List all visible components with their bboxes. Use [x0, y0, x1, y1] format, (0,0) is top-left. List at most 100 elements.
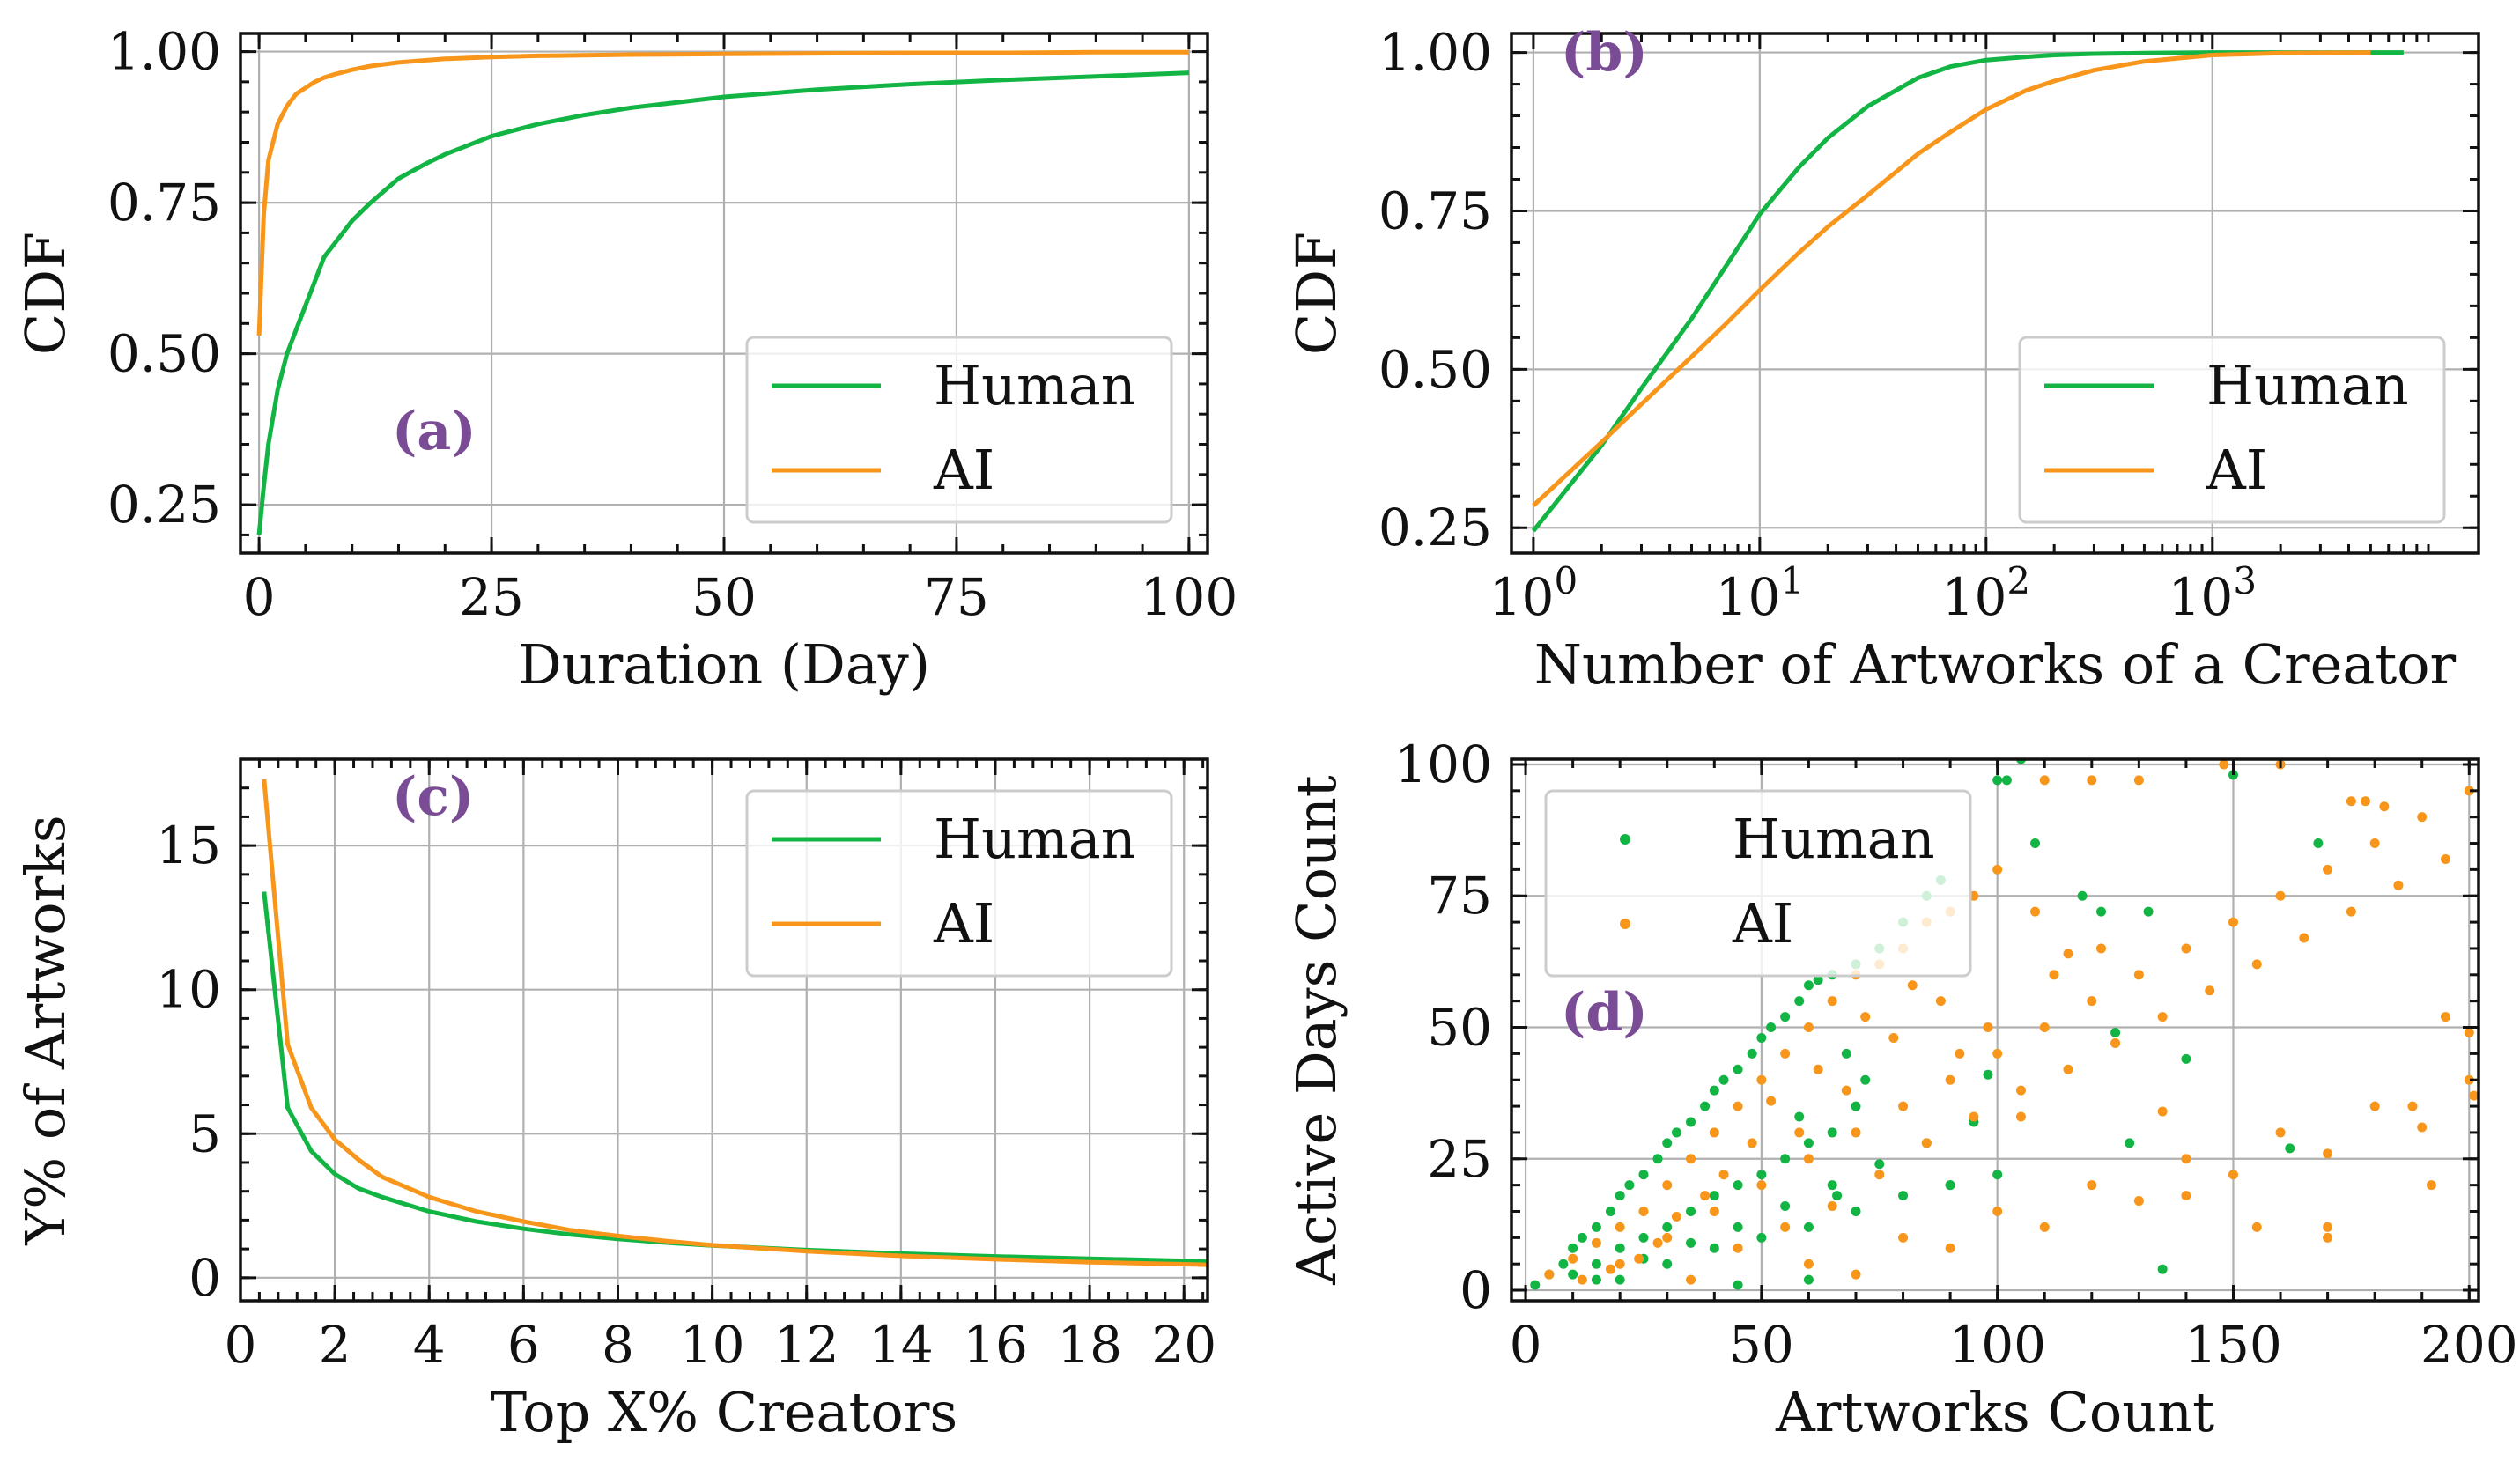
point-human: [1898, 1191, 1909, 1201]
point-ai: [2323, 864, 2333, 875]
point-ai: [1945, 1074, 1955, 1085]
point-ai: [2464, 1027, 2474, 1037]
legend-label-ai: AI: [2206, 438, 2267, 502]
point-human: [1841, 1048, 1851, 1059]
point-human: [1813, 975, 1823, 985]
point-ai: [1591, 1237, 1601, 1248]
point-human: [1780, 1201, 1791, 1212]
point-ai: [1780, 1222, 1791, 1232]
point-ai: [1860, 1012, 1871, 1022]
point-ai: [2181, 1191, 2191, 1201]
y-tick-label: 1.00: [107, 22, 221, 82]
panel-tag: (a): [392, 401, 477, 462]
point-human: [1558, 1259, 1569, 1269]
legend: [1544, 789, 1972, 978]
point-human: [1615, 1274, 1625, 1285]
point-ai: [2133, 970, 2144, 980]
series-line-human: [256, 70, 1189, 535]
point-ai: [1955, 1048, 1965, 1059]
point-ai: [1662, 1232, 1673, 1243]
series-line-human: [1531, 50, 2404, 533]
y-tick-label: 15: [156, 816, 221, 875]
x-tick-label: 50: [691, 567, 757, 627]
point-ai: [1733, 1101, 1743, 1111]
point-ai: [1662, 1180, 1673, 1191]
legend-label-human: Human: [2206, 353, 2409, 417]
point-ai: [1803, 1154, 1814, 1164]
point-ai: [1671, 1211, 1681, 1222]
point-ai: [1568, 1253, 1578, 1264]
point-ai: [1813, 1064, 1823, 1074]
point-human: [1718, 1074, 1729, 1085]
panel-a-cdf-duration: 0 25 50 75 100 0.25 0.50 0.75 1.00 Duration (Day)…: [13, 22, 1238, 697]
point-ai: [2133, 775, 2144, 786]
point-human: [1803, 1222, 1814, 1232]
point-ai: [1841, 1085, 1851, 1096]
panel-tag: (d): [1561, 982, 1648, 1044]
plot-frame: [239, 757, 1209, 1303]
point-ai: [1733, 1243, 1743, 1253]
y-tick-label: 0.25: [1378, 498, 1492, 557]
point-human: [1652, 1154, 1663, 1164]
point-human: [1756, 1232, 1767, 1243]
y-axis-label: CDF: [13, 232, 78, 355]
x-tick-label: 20: [1151, 1315, 1216, 1375]
point-human: [1794, 996, 1805, 1007]
point-ai: [2417, 812, 2428, 823]
point-human: [1568, 1243, 1578, 1253]
point-ai: [1718, 1170, 1729, 1180]
point-ai: [2110, 1037, 2121, 1048]
y-tick-label: 100: [1394, 734, 1492, 794]
plot-frame: [1510, 757, 2480, 1303]
point-human: [1591, 1274, 1601, 1285]
point-ai: [2157, 1012, 2168, 1022]
point-ai: [1747, 1138, 1757, 1148]
x-tick-label: 8: [602, 1315, 634, 1375]
point-ai: [1827, 1201, 1837, 1212]
series-line-ai: [262, 779, 1208, 1267]
point-ai: [2087, 996, 2097, 1007]
data-layer: [256, 49, 1189, 535]
point-human: [1851, 1101, 1861, 1111]
point-human: [1624, 1180, 1635, 1191]
point-human: [1709, 1085, 1719, 1096]
point-ai: [1803, 1022, 1814, 1033]
point-ai: [2228, 1170, 2238, 1180]
point-human: [2096, 906, 2107, 917]
point-human: [1827, 1127, 1837, 1138]
point-ai: [1907, 980, 1918, 991]
point-human: [2077, 890, 2088, 901]
point-ai: [2275, 890, 2286, 901]
point-ai: [2181, 1154, 2191, 1164]
x-tick-label: 102: [1942, 559, 2031, 627]
point-human: [1803, 1274, 1814, 1285]
point-human: [1638, 1170, 1649, 1180]
point-human: [1756, 1032, 1767, 1043]
point-ai: [2015, 1111, 2026, 1122]
point-human: [1662, 1222, 1673, 1232]
point-ai: [2030, 906, 2041, 917]
x-tick-label: 103: [2169, 559, 2258, 627]
plot-frame: [1510, 32, 2480, 555]
point-ai: [1756, 1180, 1767, 1191]
point-ai: [1851, 1269, 1861, 1280]
point-human: [1686, 1237, 1696, 1248]
y-axis-label: CDF: [1284, 232, 1349, 355]
x-axis-label: Duration (Day): [518, 632, 930, 697]
point-ai: [2205, 985, 2215, 996]
y-tick-label: 50: [1427, 998, 1492, 1058]
legend-marker-ai: [1620, 919, 1630, 929]
point-ai: [2323, 1222, 2333, 1232]
point-human: [2001, 775, 2012, 786]
legend-marker-human: [1620, 834, 1630, 845]
point-ai: [2360, 796, 2370, 807]
point-ai: [2417, 1122, 2428, 1133]
point-ai: [1605, 1264, 1615, 1274]
point-human: [1591, 1222, 1601, 1232]
y-tick-label: 0.50: [1378, 339, 1492, 399]
legend-label-ai: AI: [933, 438, 994, 502]
x-tick-label: 25: [459, 567, 524, 627]
point-ai: [2407, 1101, 2418, 1111]
point-ai: [2049, 970, 2059, 980]
